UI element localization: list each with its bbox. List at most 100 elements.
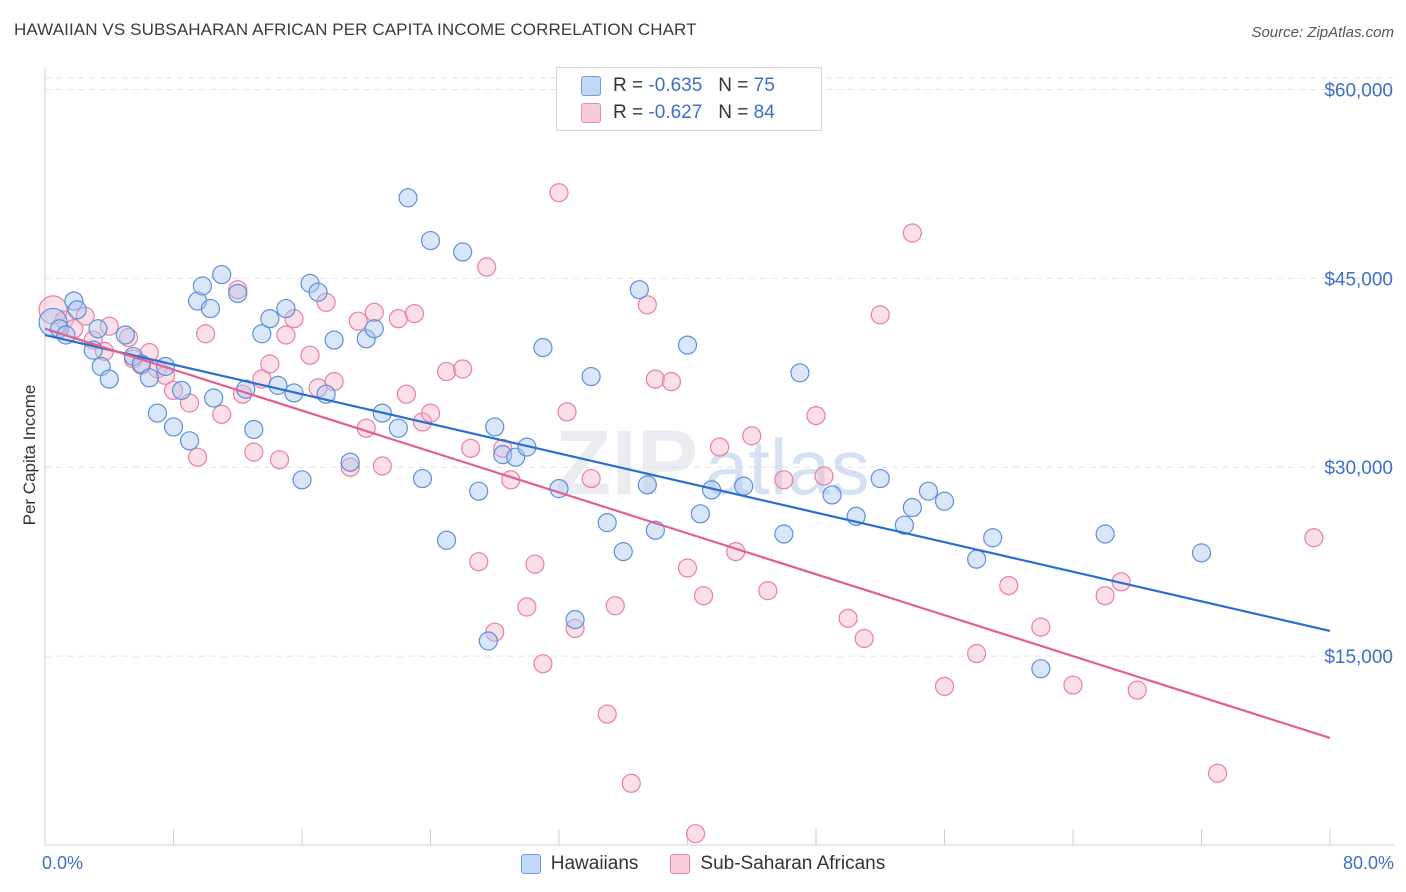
sub-saharan-point (284, 309, 304, 329)
legend-row-hawaiians: R = -0.635 N = 75 (581, 73, 775, 99)
sub-saharan-point (999, 576, 1019, 596)
sub-saharan-point (806, 406, 826, 426)
hawaiian-point (163, 417, 184, 437)
hawaiian-point (398, 188, 418, 208)
hawaiian-point (252, 324, 272, 344)
sub-saharan-point (244, 442, 264, 462)
hawaiian-point (1031, 659, 1051, 679)
hawaiian-point (581, 366, 601, 387)
hawaiian-point (308, 282, 328, 302)
sub-saharan-point (517, 597, 537, 617)
watermark-zip: ZIP (555, 412, 698, 514)
sub-saharan-swatch (581, 103, 601, 123)
hawaiian-point (533, 338, 553, 358)
sub-saharan-point (469, 552, 489, 572)
hawaiian-point (822, 485, 842, 505)
hawaiian-point (774, 524, 794, 544)
hawaiian-point (734, 476, 754, 496)
series-sub-saharan-africans (38, 188, 1212, 679)
sub-saharan-point (316, 292, 336, 312)
y-axis-label: Per Capita Income (20, 384, 39, 526)
hawaiian-point (565, 610, 585, 630)
sub-saharan-point (348, 311, 368, 331)
y-tick-label: $15,000 (1324, 647, 1393, 668)
hawaiian-point (478, 631, 498, 651)
sub-saharan-point (300, 345, 320, 365)
sub-saharan-point (525, 554, 545, 574)
sub-saharan-point (340, 457, 360, 477)
hawaiian-point (204, 388, 224, 408)
hawaiian-point (139, 368, 160, 388)
sub-saharan-point (187, 447, 208, 467)
hawaiians-swatch (581, 76, 601, 96)
sub-saharan-point (372, 456, 392, 476)
legend-label-sub-saharan: Sub-Saharan Africans (700, 853, 886, 874)
sub-saharan-point (99, 316, 119, 336)
hawaiian-point (983, 528, 1003, 548)
sub-saharan-point (1304, 528, 1324, 548)
sub-saharan-point (967, 644, 987, 664)
sub-saharan-point (934, 676, 955, 696)
sub-saharan-point (581, 468, 601, 489)
hawaiian-point (412, 468, 433, 489)
hawaiian-point (1191, 543, 1212, 563)
source-credit: Source: ZipAtlas.com (1251, 24, 1394, 41)
sub-saharan-point (1207, 763, 1228, 783)
hawaiian-point (894, 515, 914, 535)
sub-saharan-point (677, 558, 698, 578)
hawaiian-point (597, 513, 617, 533)
sub-saharan-point (533, 654, 553, 674)
hawaiian-point (212, 264, 232, 285)
sub-saharan-point (453, 359, 473, 379)
r-value-sub-saharan: -0.627 (648, 102, 703, 123)
sub-saharan-trend-line (44, 327, 1331, 740)
hawaiians-trend-line (44, 333, 1331, 633)
hawaiian-point (364, 319, 384, 339)
sub-saharan-point (774, 470, 794, 490)
sub-saharan-point (854, 628, 874, 649)
hawaiian-point (244, 419, 264, 440)
hawaiian-point (67, 300, 87, 320)
correlation-legend: R = -0.635 N = 75 R = -0.627 N = 84 (556, 67, 822, 131)
sub-saharan-point (269, 450, 290, 470)
legend-item-hawaiians[interactable]: Hawaiians (520, 853, 638, 875)
sub-saharan-point (742, 426, 762, 446)
sub-saharan-point (276, 325, 296, 345)
hawaiian-point (340, 452, 360, 472)
r-label: R = (613, 102, 644, 123)
grid (45, 77, 1395, 657)
series-hawaiians (38, 183, 1324, 844)
hawaiian-point (870, 468, 890, 489)
trend-lines (44, 327, 1331, 740)
hawaiian-point (485, 417, 505, 437)
sub-saharan-point (814, 466, 834, 486)
sub-saharan-point (1063, 675, 1083, 695)
x-tick-max: 80.0% (1342, 853, 1394, 873)
sub-saharan-point (477, 257, 497, 277)
n-value-sub-saharan: 84 (753, 102, 775, 123)
legend-item-sub-saharan[interactable]: Sub-Saharan Africans (670, 853, 885, 875)
hawaiian-point (388, 418, 408, 438)
y-tick-label: $60,000 (1324, 80, 1393, 101)
sub-saharan-point (621, 773, 641, 793)
hawaiian-point (99, 369, 119, 389)
sub-saharan-point (1127, 680, 1147, 700)
sub-saharan-point (1095, 586, 1115, 606)
hawaiian-point (420, 230, 441, 251)
sub-saharan-point (196, 324, 216, 344)
sub-saharan-point (605, 596, 625, 616)
hawaiian-point (200, 298, 221, 319)
sub-saharan-point (436, 361, 457, 382)
sub-saharan-point (870, 305, 890, 325)
hawaiian-point (292, 470, 312, 490)
sub-saharan-point (758, 581, 778, 601)
sub-saharan-point (549, 183, 569, 203)
axes (44, 68, 1395, 846)
hawaiian-point (179, 431, 200, 451)
sub-saharan-point (38, 295, 68, 325)
hawaiian-point (268, 375, 288, 395)
hawaiian-point (469, 481, 489, 501)
n-label: N = (718, 102, 749, 123)
hawaiian-point (918, 481, 939, 501)
hawaiian-point (629, 280, 649, 300)
